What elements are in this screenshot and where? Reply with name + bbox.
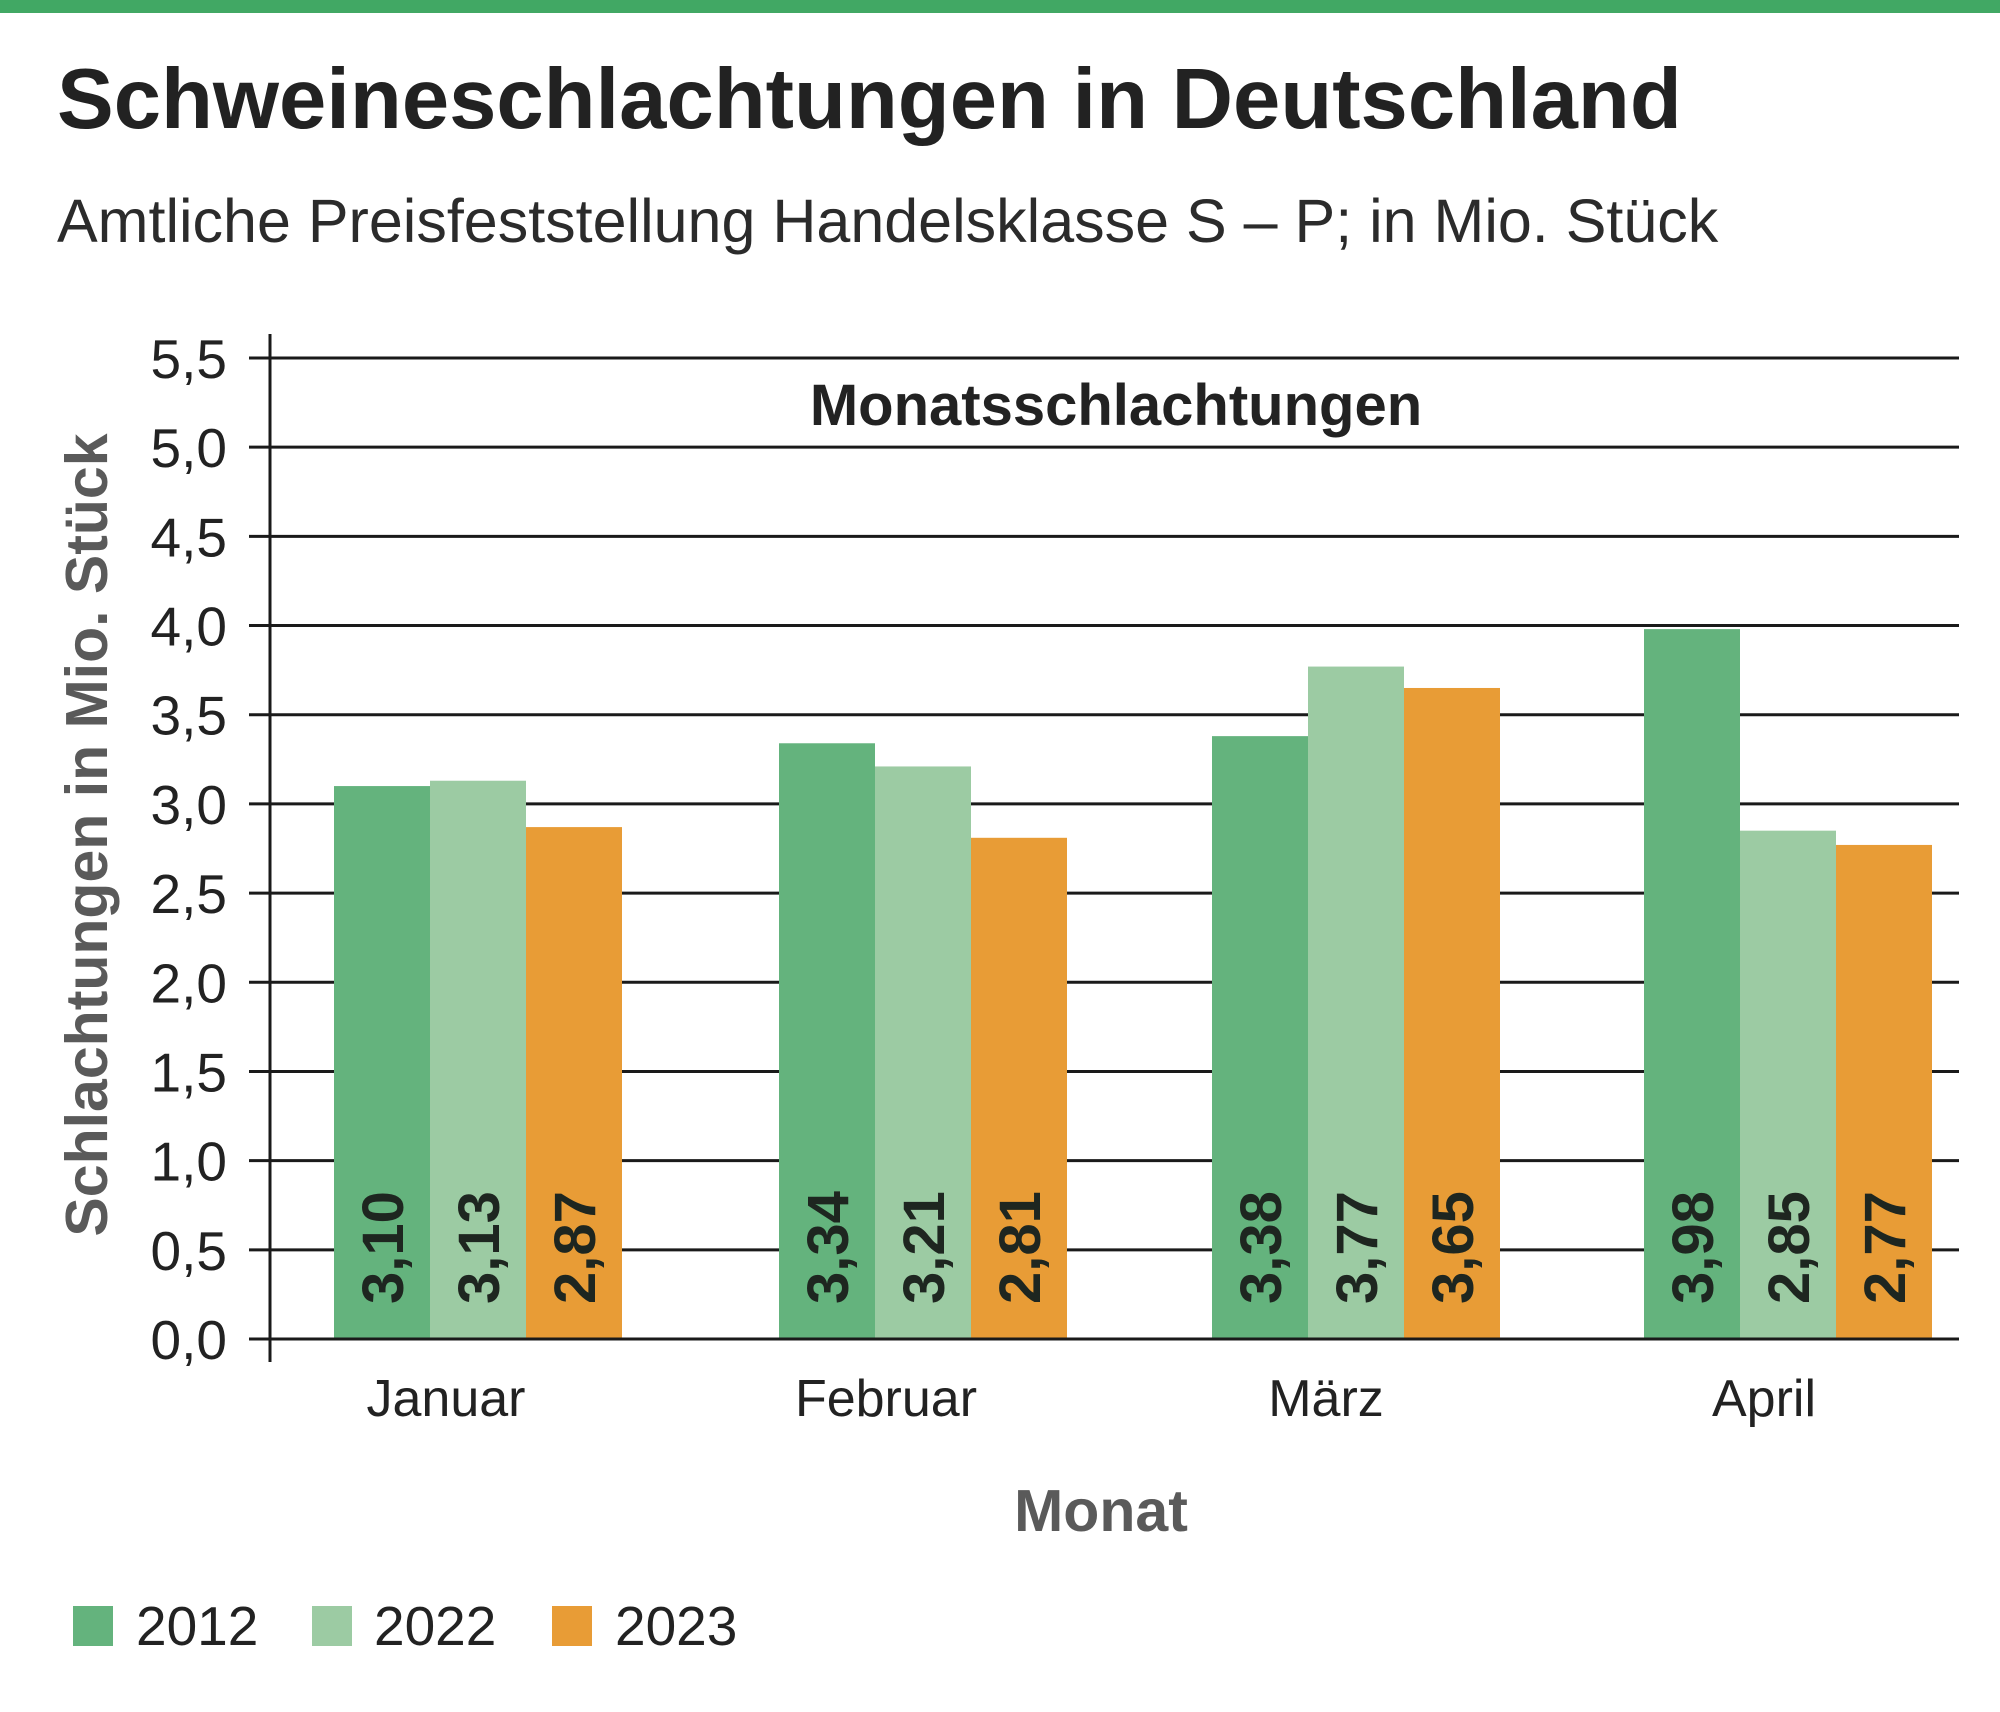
bar-februar-2023	[971, 837, 1067, 1339]
legend-swatch-2023	[552, 1606, 592, 1646]
y-tick-label: 2,0	[151, 952, 227, 1014]
data-label-januar-2023: 2,87	[543, 1191, 608, 1304]
y-tick-label: 4,0	[151, 596, 227, 658]
chart-title: Schweineschlachtungen in Deutschland	[57, 52, 1682, 147]
data-label-januar-2012: 3,10	[351, 1191, 416, 1304]
y-tick-label: 2,5	[151, 863, 227, 925]
x-tick-label-januar: Januar	[367, 1370, 526, 1428]
data-label-februar-2022: 3,21	[892, 1191, 957, 1304]
y-tick-labels: 0,0 0,5 1,0 1,5 2,0 2,5 3,0 3,5 4,0 4,5 5,0 5,5	[151, 328, 227, 1371]
bar-april-2012	[1644, 629, 1740, 1339]
y-tick-label: 4,5	[151, 506, 227, 568]
y-tick-label: 5,0	[151, 417, 227, 479]
legend-label-2022: 2022	[374, 1595, 496, 1657]
data-label-maerz-2022: 3,77	[1325, 1191, 1390, 1304]
data-label-maerz-2012: 3,38	[1229, 1191, 1294, 1304]
y-tick-label: 5,5	[151, 328, 227, 390]
data-labels: 3,10 3,34 3,38 3,98 3,13 3,21 3,77 2,85 2,87 2,81…	[351, 1191, 1918, 1304]
y-axis-title: Schlachtungen in Mio. Stück	[54, 433, 120, 1236]
plot-inner-title: Monatsschlachtungen	[810, 373, 1422, 438]
chart-subtitle: Amtliche Preisfeststellung Handelsklasse…	[57, 187, 1719, 255]
data-label-april-2023: 2,77	[1853, 1191, 1918, 1304]
bar-januar-2012	[334, 786, 430, 1339]
legend-label-2012: 2012	[136, 1595, 258, 1657]
legend-swatch-2022	[312, 1606, 352, 1646]
top-accent-bar	[0, 0, 2000, 13]
y-tick-label: 3,0	[151, 774, 227, 836]
x-tick-label-maerz: März	[1268, 1370, 1384, 1428]
bar-maerz-2012	[1212, 736, 1308, 1339]
bar-februar-2012	[779, 743, 875, 1339]
bar-maerz-2022	[1308, 666, 1404, 1339]
data-label-april-2012: 3,98	[1661, 1191, 1726, 1304]
bar-april-2023	[1836, 844, 1932, 1339]
bar-januar-2022	[430, 780, 526, 1339]
legend-label-2023: 2023	[615, 1595, 737, 1657]
y-tick-label: 1,0	[151, 1131, 227, 1193]
legend-item-2022: 2022	[312, 1595, 496, 1657]
data-label-maerz-2023: 3,65	[1421, 1191, 1486, 1304]
x-axis-title: Monat	[1014, 1478, 1188, 1544]
legend-swatch-2012	[73, 1606, 113, 1646]
x-tick-labels: Januar Februar März April	[367, 1370, 1817, 1428]
data-label-januar-2022: 3,13	[447, 1191, 512, 1304]
legend: 2012 2022 2023	[73, 1595, 737, 1657]
data-label-april-2022: 2,85	[1757, 1191, 1822, 1304]
y-tick-label: 0,0	[151, 1309, 227, 1371]
bar-april-2022	[1740, 830, 1836, 1339]
legend-item-2023: 2023	[552, 1595, 737, 1657]
y-tick-label: 0,5	[151, 1220, 227, 1282]
legend-item-2012: 2012	[73, 1595, 258, 1657]
bar-januar-2023	[526, 827, 622, 1339]
bars	[334, 629, 1932, 1339]
x-tick-label-april: April	[1712, 1370, 1816, 1428]
y-tick-label: 1,5	[151, 1041, 227, 1103]
bar-maerz-2023	[1404, 687, 1500, 1339]
x-tick-label-februar: Februar	[795, 1370, 977, 1428]
data-label-februar-2012: 3,34	[796, 1191, 861, 1304]
bar-februar-2022	[875, 766, 971, 1339]
data-label-februar-2023: 2,81	[988, 1191, 1053, 1304]
y-tick-label: 3,5	[151, 685, 227, 747]
